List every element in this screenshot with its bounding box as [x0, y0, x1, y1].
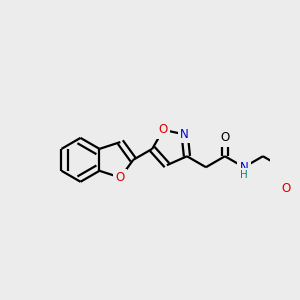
- Text: O: O: [116, 171, 125, 184]
- Text: O: O: [282, 182, 291, 195]
- Text: N: N: [180, 128, 189, 141]
- Text: O: O: [159, 123, 168, 136]
- Text: N: N: [240, 161, 248, 174]
- Text: H: H: [240, 170, 248, 180]
- Text: O: O: [220, 131, 230, 144]
